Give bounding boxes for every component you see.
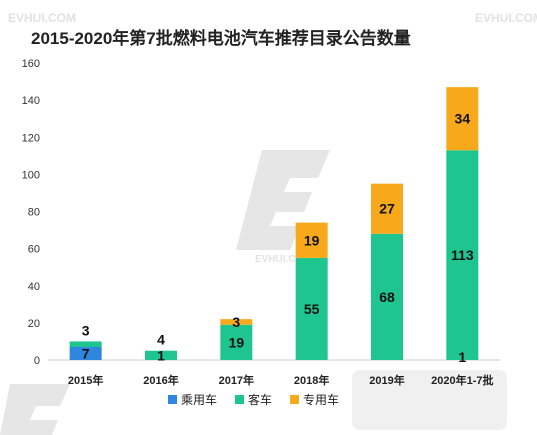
bar-segment — [69, 341, 102, 348]
bar-segment — [295, 257, 328, 360]
x-axis: 2015年 2016年 2017年 2018年 2019年 2020年1-7批 — [68, 373, 494, 387]
x-tick-label: 2019年 — [369, 373, 404, 387]
data-label-extra: 1 — [458, 349, 466, 365]
watermark-text-top-left: EVHUI.COM — [8, 11, 76, 25]
y-tick-label: 0 — [34, 355, 40, 367]
watermark-center-logo: EVHUI.COM — [236, 150, 330, 265]
data-label: 113 — [451, 247, 474, 263]
data-label: 7 — [82, 346, 90, 362]
x-tick-label: 2018年 — [294, 373, 329, 387]
data-label: 55 — [304, 301, 320, 317]
bar-segment — [145, 350, 177, 360]
y-tick-label: 160 — [22, 58, 40, 70]
data-label: 68 — [379, 289, 395, 305]
x-tick-label: 2016年 — [143, 373, 178, 387]
data-label: 27 — [379, 201, 395, 217]
y-tick-label: 80 — [28, 207, 40, 219]
x-tick-label: 2015年 — [68, 373, 103, 387]
legend: 乘用车 客车 专用车 — [168, 392, 339, 407]
data-label: 1 — [157, 347, 165, 363]
chart-title: 2015-2020年第7批燃料电池汽车推荐目录公告数量 — [31, 28, 411, 48]
x-tick-label: 2017年 — [219, 373, 254, 387]
legend-label: 专用车 — [303, 392, 339, 407]
bar-segment — [220, 324, 253, 360]
legend-swatch — [168, 395, 177, 404]
bar-segment — [446, 150, 479, 360]
data-label: 3 — [232, 314, 240, 330]
bar-segment — [220, 319, 253, 325]
data-label: 19 — [229, 334, 245, 350]
bars-group — [69, 87, 479, 360]
data-label: 19 — [304, 232, 320, 248]
bar-segment — [371, 233, 403, 360]
legend-swatch — [235, 395, 244, 404]
watermark-bottom-right-logo — [352, 370, 507, 430]
data-label-top: 4 — [157, 332, 165, 348]
watermark-text-center: EVHUI.COM — [255, 254, 312, 265]
data-label-top: 3 — [82, 322, 90, 338]
watermark-bottom-left-logo — [0, 384, 70, 435]
bar-segment — [295, 222, 328, 258]
legend-label: 乘用车 — [181, 392, 217, 407]
y-tick-label: 40 — [28, 281, 40, 293]
y-tick-label: 120 — [22, 132, 40, 144]
bar-segment — [371, 183, 403, 234]
y-tick-label: 60 — [28, 244, 40, 256]
x-tick-label: 2020年1-7批 — [431, 373, 493, 387]
data-label: 34 — [455, 111, 471, 127]
legend-swatch — [290, 395, 299, 404]
watermark-text-top-right: EVHUI.COM — [475, 11, 537, 25]
watermark-top-right: EVHUI.COM — [475, 11, 537, 25]
watermark-top-left: EVHUI.COM — [8, 11, 76, 25]
y-tick-label: 140 — [22, 95, 40, 107]
y-axis: 0 20 40 60 80 100 120 140 160 — [22, 58, 40, 367]
bar-segment — [446, 87, 479, 151]
y-tick-label: 20 — [28, 318, 40, 330]
legend-label: 客车 — [248, 392, 272, 407]
y-tick-label: 100 — [22, 169, 40, 181]
bar-segment — [69, 347, 102, 360]
